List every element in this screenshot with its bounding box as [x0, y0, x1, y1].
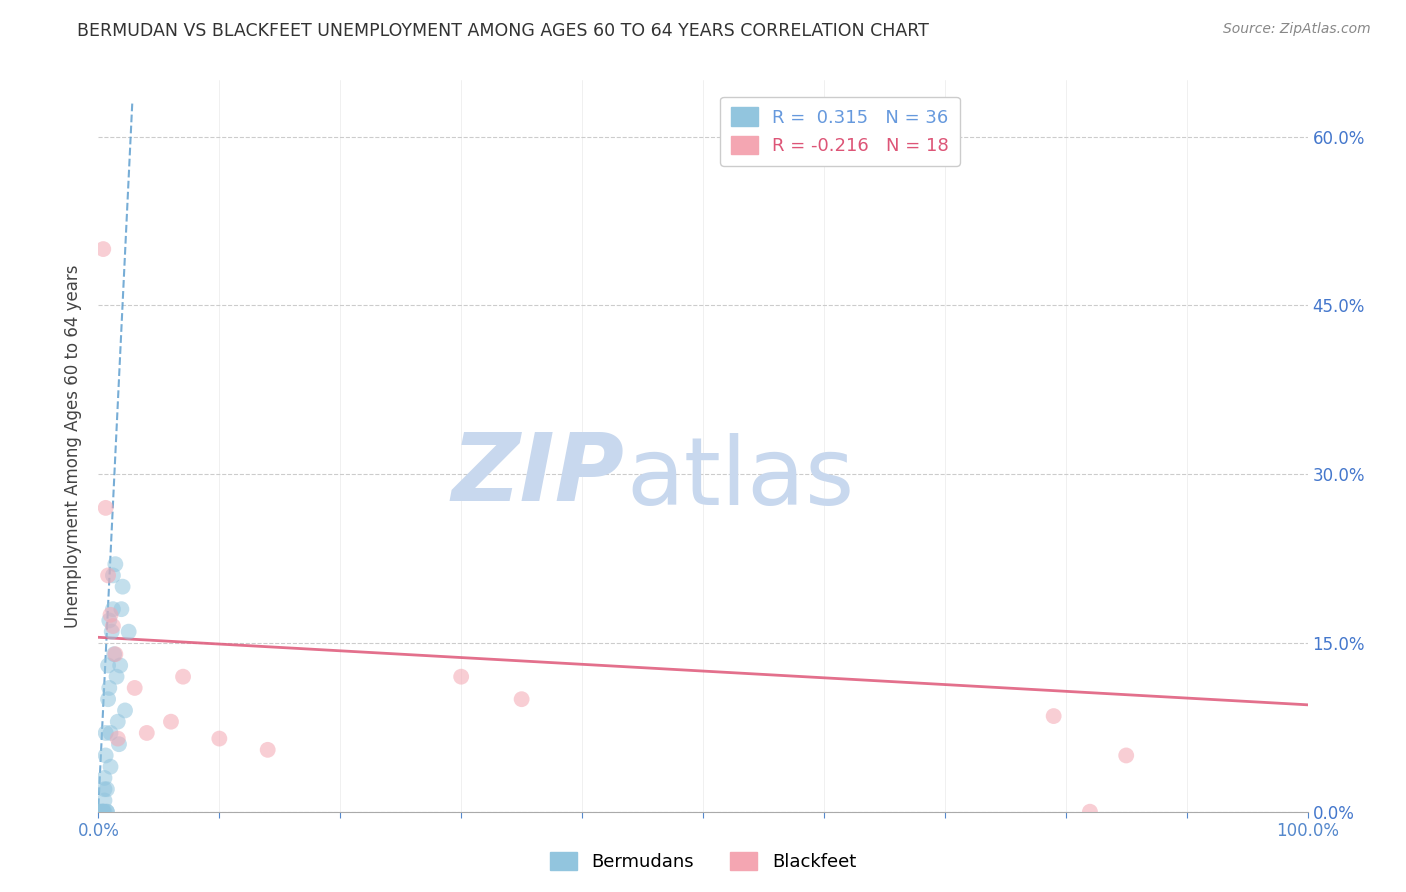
Point [94, 726, 117, 740]
Point [1078, 805, 1101, 819]
Point [91, 805, 114, 819]
Point [93, 782, 115, 797]
Point [104, 557, 127, 571]
Point [100, 607, 122, 622]
Point [97, 658, 120, 673]
Y-axis label: Unemployment Among Ages 60 to 64 years: Unemployment Among Ages 60 to 64 years [65, 264, 83, 628]
Point [1042, 709, 1064, 723]
Point [97, 692, 120, 706]
Point [91, 805, 114, 819]
Point [111, 580, 134, 594]
Point [110, 602, 132, 616]
Point [101, 602, 124, 616]
Point [98, 614, 121, 628]
Point [510, 692, 533, 706]
Point [91, 805, 114, 819]
Point [108, 658, 131, 673]
Point [256, 743, 278, 757]
Legend: Bermudans, Blackfeet: Bermudans, Blackfeet [543, 845, 863, 879]
Point [91, 805, 114, 819]
Point [93, 771, 115, 785]
Point [93, 805, 115, 819]
Point [118, 624, 141, 639]
Point [103, 647, 125, 661]
Text: BERMUDAN VS BLACKFEET UNEMPLOYMENT AMONG AGES 60 TO 64 YEARS CORRELATION CHART: BERMUDAN VS BLACKFEET UNEMPLOYMENT AMONG… [77, 22, 929, 40]
Point [450, 670, 472, 684]
Point [89, 805, 111, 819]
Point [96, 805, 118, 819]
Point [93, 793, 115, 807]
Point [94, 748, 117, 763]
Text: Source: ZipAtlas.com: Source: ZipAtlas.com [1223, 22, 1371, 37]
Text: atlas: atlas [627, 433, 855, 524]
Point [96, 782, 118, 797]
Point [91, 805, 114, 819]
Point [1115, 748, 1137, 763]
Point [135, 726, 157, 740]
Point [100, 760, 122, 774]
Point [98, 681, 121, 695]
Point [91, 242, 114, 256]
Point [104, 647, 127, 661]
Point [107, 731, 129, 746]
Legend: R =  0.315   N = 36, R = -0.216   N = 18: R = 0.315 N = 36, R = -0.216 N = 18 [720, 96, 960, 166]
Point [101, 619, 124, 633]
Point [97, 568, 120, 582]
Point [101, 568, 124, 582]
Point [96, 805, 118, 819]
Point [107, 714, 129, 729]
Point [100, 726, 122, 740]
Point [208, 731, 231, 746]
Point [100, 624, 122, 639]
Point [90, 805, 112, 819]
Point [160, 714, 183, 729]
Point [124, 681, 146, 695]
Point [108, 737, 131, 751]
Text: ZIP: ZIP [451, 429, 624, 521]
Point [105, 670, 128, 684]
Point [114, 703, 136, 717]
Point [172, 670, 194, 684]
Point [87, 805, 110, 819]
Point [94, 500, 117, 515]
